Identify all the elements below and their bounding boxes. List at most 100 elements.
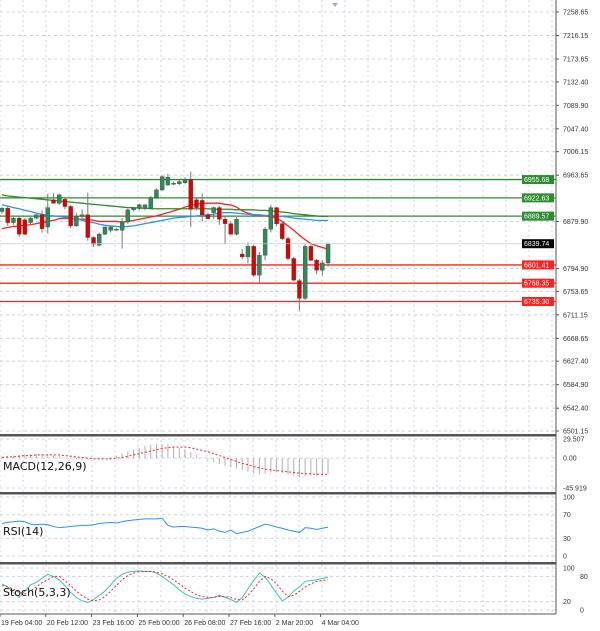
price-tick-label: 6963.65 [563, 173, 588, 180]
candle-body [79, 214, 85, 217]
candle-body [291, 258, 296, 281]
candle-body [0, 207, 5, 212]
price-tick-label: 6879.90 [563, 219, 588, 226]
candle-body [240, 253, 245, 258]
candle-body [57, 194, 62, 204]
candle-body [97, 233, 102, 246]
candle [274, 207, 279, 226]
support-level-label: 6768.35 [524, 281, 549, 288]
price-tick-label: 6711.15 [563, 312, 588, 319]
time-tick-label: 25 Feb 00:00 [138, 620, 179, 627]
candle [39, 210, 45, 233]
indicator-name: MACD(12,26,9) [3, 460, 87, 473]
panel-separator [0, 492, 556, 495]
candle-body [45, 207, 50, 228]
candle-body [154, 189, 159, 198]
candle-body [228, 223, 234, 235]
candle-body [171, 183, 176, 185]
indicator-tick-label: 20 [563, 599, 571, 606]
candle-body [22, 219, 28, 235]
moving-average-line-3 [1, 194, 329, 218]
stoch-main-line [1, 570, 329, 604]
chart-shift-marker-icon [332, 3, 338, 7]
candle-body [177, 181, 182, 185]
candle-body [165, 176, 171, 186]
moving-average-line-1 [1, 202, 329, 250]
price-tick-label: 6668.65 [563, 336, 588, 343]
candle-body [102, 226, 108, 235]
candle [211, 206, 216, 219]
candle [0, 207, 5, 214]
candle [171, 181, 176, 185]
resistance-level-label-bg [522, 175, 554, 185]
candle [228, 221, 234, 235]
candle [28, 217, 33, 225]
candle-body [142, 204, 148, 209]
candle [74, 213, 79, 227]
time-tick-label: 26 Feb 08:00 [184, 620, 225, 627]
candle [125, 208, 131, 224]
candle-body [308, 246, 314, 261]
candle-body [11, 217, 16, 223]
candle [91, 236, 96, 247]
price-tick-label: 6584.90 [563, 382, 588, 389]
candle-body [28, 217, 33, 223]
candle-body [280, 223, 285, 239]
candle-body [159, 176, 165, 191]
candle-body [205, 214, 211, 219]
candle [79, 209, 85, 219]
candle [199, 193, 205, 222]
candle [245, 242, 251, 264]
price-tick-label: 6542.40 [563, 406, 588, 413]
candle [280, 221, 285, 241]
indicator-tick-label: 70 [563, 512, 571, 519]
candle [205, 212, 211, 219]
candle-body [85, 214, 91, 238]
candle-body [68, 206, 73, 227]
indicator-tick-label: 29.507 [563, 437, 585, 444]
candle [165, 173, 171, 187]
indicator-tick-label: -45.919 [563, 486, 587, 493]
candle-body [194, 199, 199, 208]
candle [240, 249, 245, 260]
candle [97, 232, 102, 247]
support-level-label-bg [522, 296, 554, 306]
candle-body [137, 204, 142, 209]
candle-body [148, 197, 153, 209]
candle [57, 193, 62, 205]
candle [314, 259, 319, 274]
stoch-signal-line [1, 570, 329, 602]
indicator-tick-label: 0.00 [563, 456, 577, 463]
candle-body [222, 219, 228, 224]
candle-body [34, 214, 39, 219]
candle-body [51, 199, 56, 204]
candle [285, 236, 291, 261]
indicator-name: RSI(14) [3, 525, 43, 538]
candle [188, 171, 193, 227]
candle [291, 256, 296, 282]
candle-body [217, 207, 222, 220]
candle [257, 251, 262, 283]
indicator-tick-label: 80 [580, 574, 588, 581]
moving-average-line-2 [1, 204, 329, 228]
candle [137, 203, 142, 211]
time-tick-label: 2 Mar 20:00 [276, 620, 313, 627]
resistance-level-label: 6922.63 [524, 195, 549, 202]
price-tick-label: 7216.15 [563, 33, 588, 40]
candle [222, 215, 228, 244]
candle [85, 192, 91, 241]
candle-body [62, 199, 68, 207]
current-price-label-bg [522, 239, 554, 249]
candle [45, 193, 50, 234]
resistance-level-label: 6889.57 [524, 214, 549, 221]
candle-body [297, 280, 302, 299]
candle-body [119, 221, 125, 231]
candle [11, 217, 16, 225]
candle [302, 243, 308, 300]
candle-body [257, 254, 262, 276]
resistance-level-label-bg [522, 211, 554, 221]
price-tick-label: 7132.40 [563, 79, 588, 86]
candle [159, 175, 165, 192]
candle [5, 205, 10, 226]
